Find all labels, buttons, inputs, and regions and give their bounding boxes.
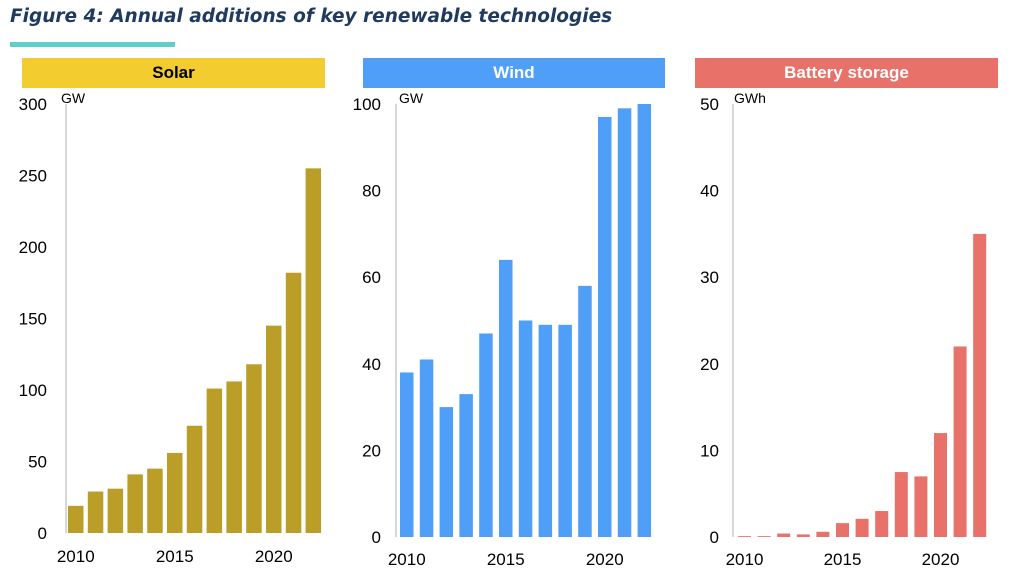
wind-bar-2011 bbox=[419, 359, 434, 537]
solar-bar-2020 bbox=[266, 325, 282, 533]
battery-y-tick-label: 30 bbox=[700, 268, 719, 287]
wind-y-tick-label: 100 bbox=[353, 95, 381, 114]
solar-y-tick-label: 0 bbox=[38, 524, 47, 543]
solar-bar-2011 bbox=[87, 491, 104, 533]
solar-bar-2017 bbox=[206, 388, 223, 533]
solar-panel-header: Solar bbox=[22, 58, 325, 88]
solar-unit-label: GW bbox=[61, 90, 86, 106]
wind-bar-2012 bbox=[439, 407, 454, 537]
wind-x-tick-label: 2020 bbox=[586, 550, 624, 569]
wind-bar-2010 bbox=[400, 372, 414, 537]
figure-title: Figure 4: Annual additions of key renewa… bbox=[10, 6, 613, 27]
wind-y-tick-label: 0 bbox=[372, 528, 381, 547]
solar-y-tick-label: 50 bbox=[28, 453, 47, 472]
battery-y-tick-label: 20 bbox=[700, 355, 719, 374]
wind-bar-2020 bbox=[598, 116, 612, 538]
title-underline bbox=[10, 42, 175, 47]
wind-bar-2021 bbox=[617, 108, 632, 537]
solar-bar-2022 bbox=[305, 168, 322, 533]
wind-y-tick-label: 20 bbox=[362, 441, 381, 460]
battery-bar-2015 bbox=[836, 523, 849, 537]
solar-y-tick-label: 300 bbox=[19, 95, 47, 114]
battery-x-tick-label: 2020 bbox=[922, 550, 960, 569]
wind-y-tick-label: 80 bbox=[362, 182, 381, 201]
solar-bar-2016 bbox=[186, 425, 203, 533]
solar-bar-2021 bbox=[285, 272, 302, 533]
battery-y-tick-label: 0 bbox=[710, 528, 719, 547]
solar-y-tick-label: 100 bbox=[19, 381, 47, 400]
battery-panel-header: Battery storage bbox=[695, 58, 998, 88]
wind-panel-header: Wind bbox=[363, 58, 665, 88]
battery-bar-2018 bbox=[894, 472, 908, 537]
wind-bar-2019 bbox=[578, 285, 592, 537]
battery-bar-2012 bbox=[777, 533, 791, 537]
solar-bar-2018 bbox=[226, 381, 242, 533]
wind-bar-2017 bbox=[538, 324, 553, 537]
solar-bar-2012 bbox=[107, 488, 124, 533]
solar-y-tick-label: 250 bbox=[19, 167, 47, 186]
battery-bar-2016 bbox=[855, 518, 869, 537]
wind-bar-2013 bbox=[459, 394, 473, 537]
battery-bar-2022 bbox=[973, 233, 987, 537]
battery-bar-2010 bbox=[738, 536, 751, 537]
solar-x-tick-label: 2015 bbox=[156, 547, 194, 566]
battery-unit-label: GWh bbox=[734, 90, 766, 106]
battery-y-tick-label: 50 bbox=[700, 95, 719, 114]
battery-bar-2013 bbox=[796, 534, 810, 537]
battery-x-tick-label: 2010 bbox=[726, 550, 764, 569]
solar-x-tick-label: 2020 bbox=[255, 547, 293, 566]
battery-bar-2017 bbox=[875, 511, 889, 537]
wind-bar-2022 bbox=[637, 104, 652, 537]
battery-bar-2020 bbox=[934, 433, 947, 537]
wind-bar-2014 bbox=[479, 333, 493, 537]
battery-x-tick-label: 2015 bbox=[824, 550, 862, 569]
battery-bar-2021 bbox=[953, 346, 967, 537]
wind-bar-2016 bbox=[518, 320, 533, 537]
solar-bar-2010 bbox=[68, 505, 84, 533]
battery-bar-2014 bbox=[816, 531, 830, 537]
wind-y-tick-label: 40 bbox=[362, 355, 381, 374]
wind-y-tick-label: 60 bbox=[362, 268, 381, 287]
solar-bar-2015 bbox=[167, 452, 183, 533]
wind-bar-2018 bbox=[558, 324, 572, 537]
solar-bar-2013 bbox=[127, 474, 143, 533]
solar-bar-2019 bbox=[246, 364, 262, 533]
battery-bar-2011 bbox=[757, 536, 771, 537]
solar-y-tick-label: 200 bbox=[19, 238, 47, 257]
wind-x-tick-label: 2010 bbox=[388, 550, 426, 569]
solar-y-tick-label: 150 bbox=[19, 310, 47, 329]
wind-unit-label: GW bbox=[399, 90, 424, 106]
solar-bar-2014 bbox=[147, 468, 163, 533]
battery-y-tick-label: 10 bbox=[700, 441, 719, 460]
wind-x-tick-label: 2015 bbox=[487, 550, 525, 569]
battery-bar-2019 bbox=[914, 476, 928, 537]
solar-x-tick-label: 2010 bbox=[57, 547, 95, 566]
wind-bar-2015 bbox=[499, 259, 513, 537]
battery-y-tick-label: 40 bbox=[700, 182, 719, 201]
